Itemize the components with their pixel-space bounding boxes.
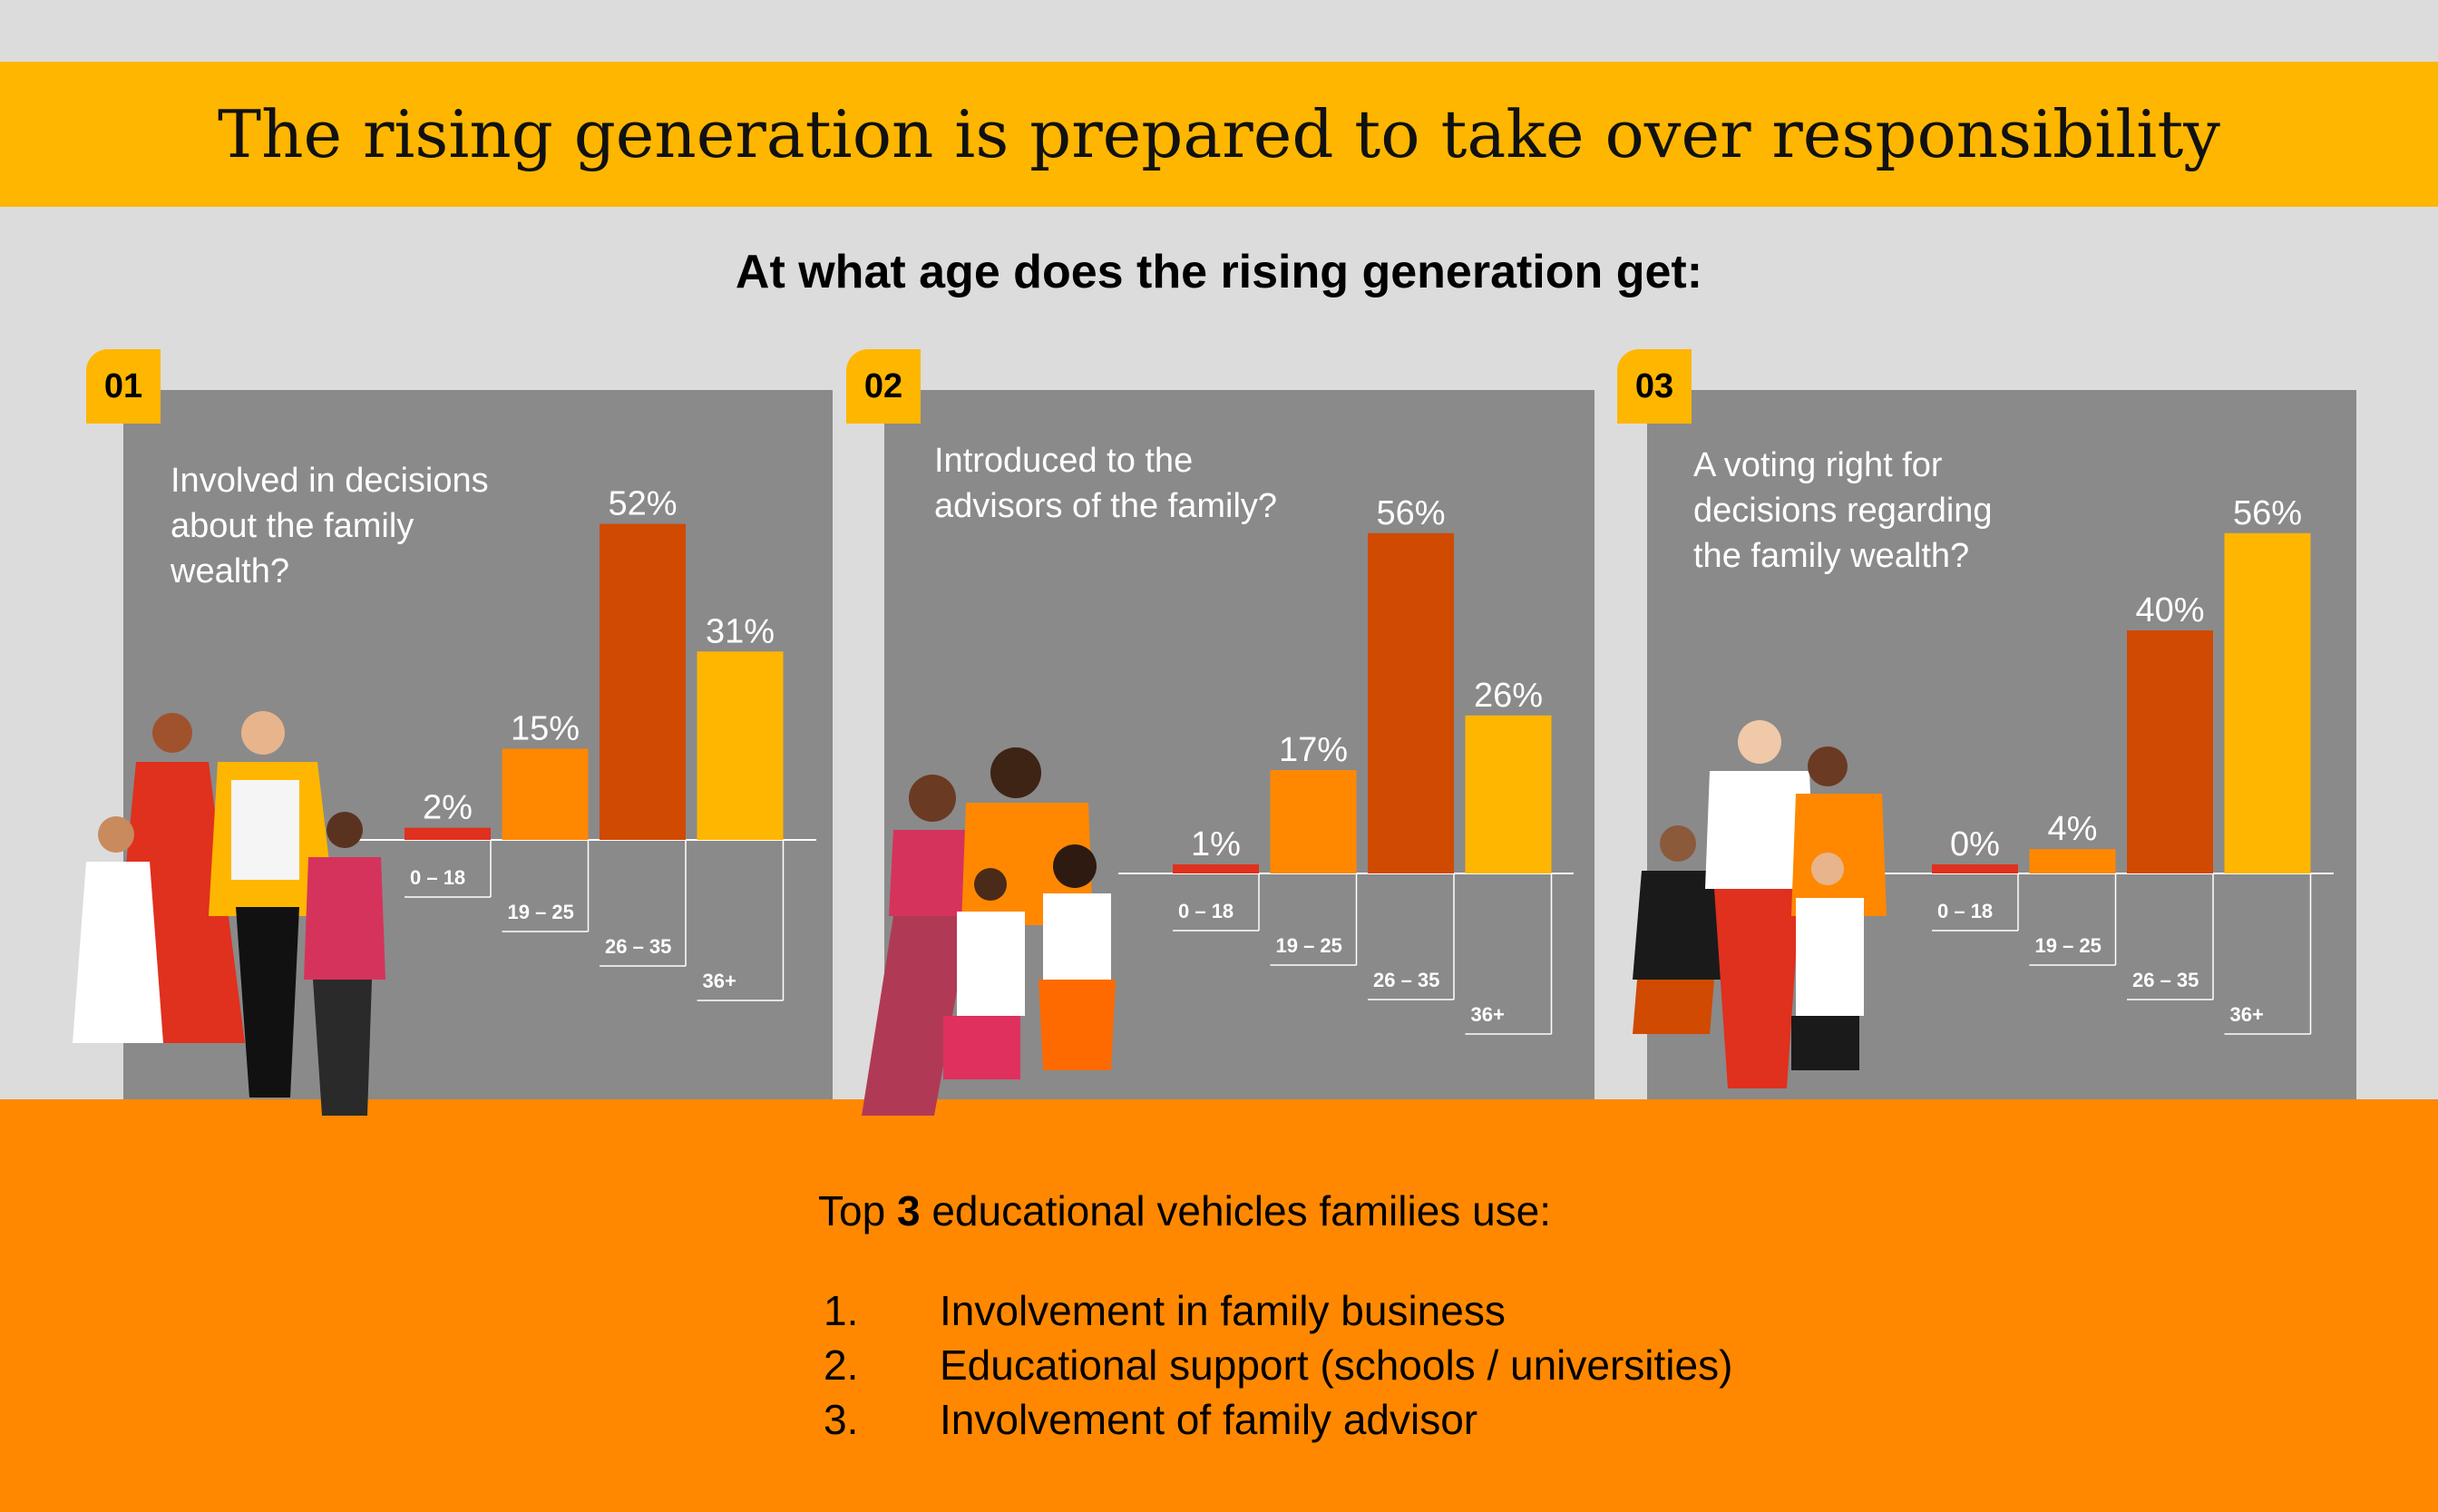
chart-1-bar-1 — [405, 827, 491, 840]
footer-heading: Top 3 educational vehicles families use: — [818, 1186, 1551, 1235]
panel-2-question-line: advisors of the family? — [934, 487, 1278, 525]
chart-3-category-label: 0 – 18 — [1937, 900, 1993, 922]
chart-1-value-label: 2% — [423, 789, 473, 827]
floor — [0, 1099, 2438, 1512]
chart-1-bar-4 — [697, 651, 784, 840]
family-group-2-illustration — [862, 747, 1116, 1116]
family-group-1-illustration — [73, 711, 385, 1116]
panel-1-question-line: about the family — [171, 507, 414, 545]
panel-3-question-line: the family wealth? — [1693, 537, 1970, 575]
footer-item-text: Involvement of family advisor — [940, 1396, 1478, 1443]
chart-3-bar-2 — [2029, 849, 2116, 873]
chart-3-category-label: 26 – 35 — [2132, 969, 2199, 991]
chart-2-bar-4 — [1465, 715, 1552, 873]
chart-2-category-label: 0 – 18 — [1178, 900, 1234, 922]
footer-heading-post: educational vehicles families use: — [920, 1187, 1552, 1234]
panel-2-question: Introduced to the advisors of the family… — [934, 438, 1277, 529]
footer-item-text: Educational support (schools / universit… — [940, 1341, 1733, 1389]
panel-2-number-badge: 02 — [846, 349, 921, 424]
panel-3-number-badge: 03 — [1617, 349, 1692, 424]
chart-2-category-label: 36+ — [1471, 1003, 1505, 1026]
chart-3-category-label: 36+ — [2230, 1003, 2264, 1026]
chart-2-bar-1 — [1173, 864, 1259, 873]
family-group-3-illustration — [1633, 720, 1887, 1088]
chart-3-value-label: 0% — [1950, 825, 2000, 863]
chart-2-value-label: 26% — [1474, 677, 1543, 715]
chart-2-value-label: 17% — [1279, 731, 1348, 769]
chart-2-bar-3 — [1368, 532, 1454, 873]
panel-3-question-line: decisions regarding — [1693, 492, 1993, 530]
chart-3-value-label: 56% — [2233, 494, 2302, 532]
chart-2-value-label: 1% — [1191, 825, 1241, 863]
footer-heading-pre: Top — [818, 1187, 897, 1234]
chart-1-value-label: 15% — [511, 710, 580, 748]
chart-3-bar-3 — [2127, 630, 2213, 873]
chart-1-category-label: 19 – 25 — [508, 901, 574, 923]
panel-1-question: Involved in decisions about the family w… — [171, 458, 489, 594]
panel-1-question-line: wealth? — [171, 552, 289, 590]
panel-1-question-line: Involved in decisions — [171, 462, 489, 500]
chart-1-bar-3 — [600, 523, 686, 840]
chart-3-value-label: 4% — [2048, 810, 2098, 848]
chart-3-value-label: 40% — [2135, 591, 2204, 629]
chart-1-value-label: 31% — [706, 612, 775, 650]
panel-2-question-line: Introduced to the — [934, 442, 1194, 480]
chart-1-category-label: 0 – 18 — [410, 866, 465, 889]
footer-item-number: 1. — [824, 1287, 859, 1334]
footer-heading-number: 3 — [896, 1187, 921, 1234]
page-title: The rising generation is prepared to tak… — [218, 96, 2220, 172]
chart-1-category-label: 26 – 35 — [605, 935, 671, 958]
chart-2-value-label: 56% — [1376, 494, 1445, 532]
footer-item-number: 2. — [824, 1341, 859, 1389]
panel-1-number-badge: 01 — [86, 349, 161, 424]
chart-1-value-label: 52% — [608, 485, 677, 523]
chart-1-category-label: 36+ — [703, 970, 736, 992]
chart-2-bar-2 — [1270, 770, 1357, 873]
chart-3-bar-4 — [2224, 532, 2311, 873]
chart-3-category-label: 19 – 25 — [2035, 934, 2102, 957]
footer-item-text: Involvement in family business — [940, 1287, 1506, 1334]
subtitle: At what age does the rising generation g… — [735, 246, 1703, 298]
chart-2-category-label: 19 – 25 — [1276, 934, 1342, 957]
chart-2-category-label: 26 – 35 — [1373, 969, 1439, 991]
chart-3-bar-1 — [1932, 864, 2018, 873]
footer-item-number: 3. — [824, 1396, 859, 1443]
panel-3-question: A voting right for decisions regarding t… — [1693, 443, 1993, 579]
panel-3-question-line: A voting right for — [1693, 446, 1943, 484]
chart-1-bar-2 — [502, 748, 589, 840]
title-banner: The rising generation is prepared to tak… — [0, 62, 2438, 207]
